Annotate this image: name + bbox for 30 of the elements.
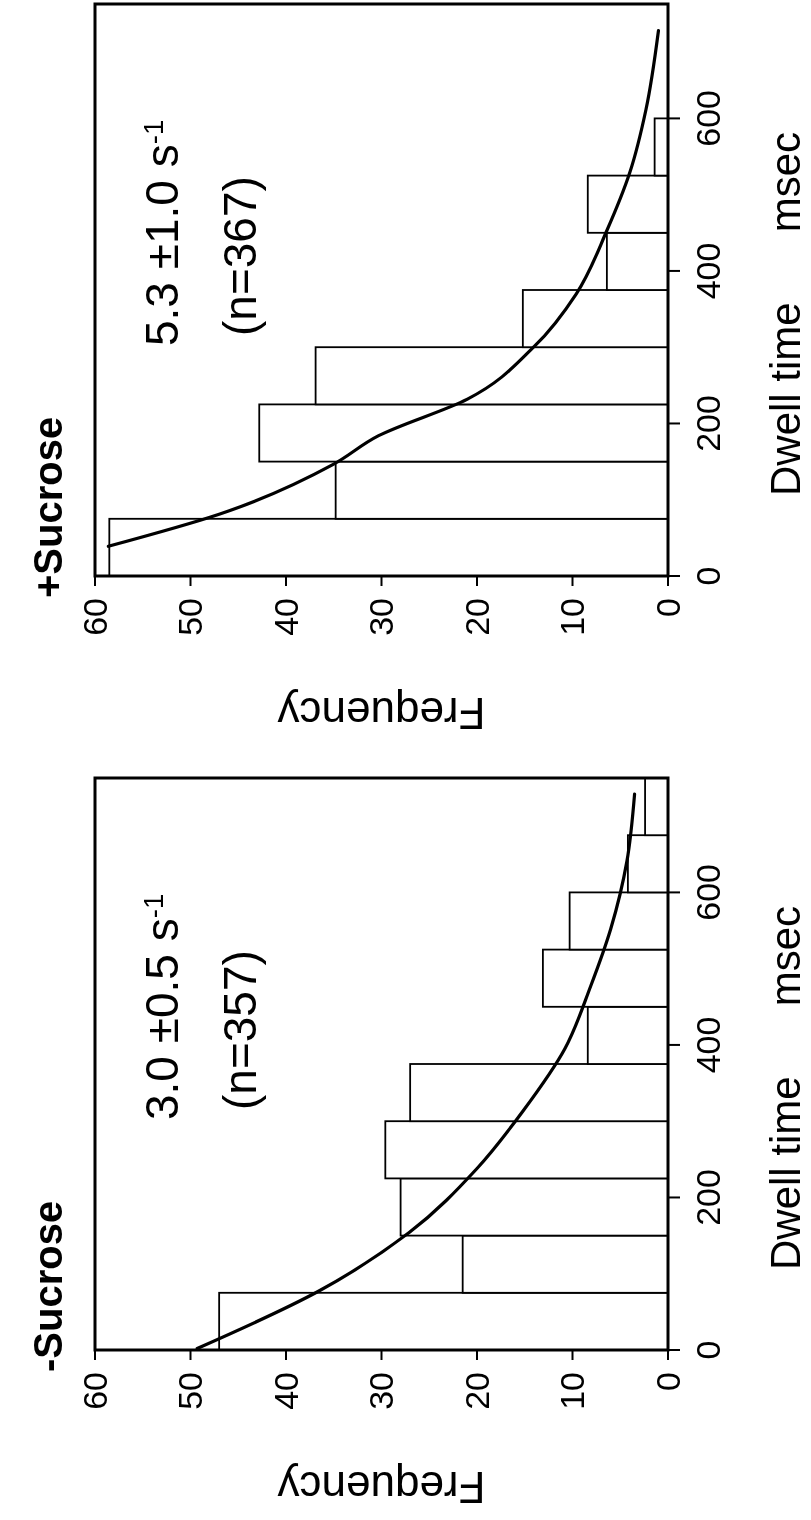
- x-tick-label: 10: [553, 1372, 592, 1410]
- x-tick-label: 0: [648, 1372, 687, 1391]
- x-tick-label: 30: [362, 1372, 401, 1410]
- x-axis-title: Frequency: [277, 1463, 486, 1512]
- annotation: (n=357): [214, 950, 266, 1110]
- x-tick-label: 40: [266, 1372, 305, 1410]
- x-tick-label: 20: [457, 1372, 496, 1410]
- annotation: (n=367): [214, 176, 266, 336]
- text: +Sucrose: [26, 416, 70, 598]
- y-tick-label: 0: [689, 566, 727, 586]
- y-tick-label: 200: [689, 1169, 727, 1226]
- x-tick-label: 30: [362, 598, 401, 636]
- x-tick-label: 60: [75, 598, 114, 636]
- x-tick-label: 20: [457, 598, 496, 636]
- x-tick-label: 40: [266, 598, 305, 636]
- x-tick-label: 10: [553, 598, 592, 636]
- y-tick-label: 600: [689, 90, 727, 147]
- x-tick-label: 50: [171, 1372, 210, 1410]
- x-tick-label: 50: [171, 598, 210, 636]
- y-tick-label: 200: [689, 395, 727, 452]
- x-axis-title: Frequency: [277, 689, 486, 738]
- x-tick-label: 0: [648, 598, 687, 617]
- y-tick-label: 400: [689, 242, 727, 300]
- y-tick-label: 0: [689, 1340, 727, 1360]
- text: -Sucrose: [26, 1200, 70, 1372]
- y-axis-title: Dwell time msec: [762, 905, 809, 1270]
- y-tick-label: 600: [689, 864, 727, 921]
- x-tick-label: 60: [75, 1372, 114, 1410]
- y-tick-label: 400: [689, 1016, 727, 1074]
- y-axis-title: Dwell time msec: [762, 131, 809, 496]
